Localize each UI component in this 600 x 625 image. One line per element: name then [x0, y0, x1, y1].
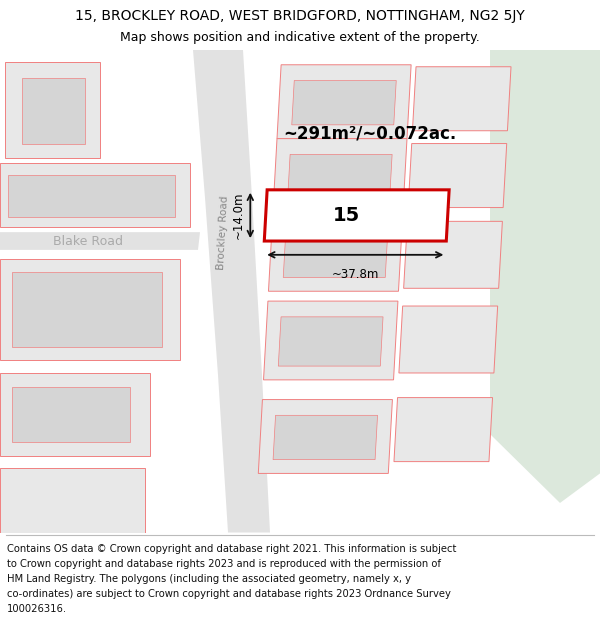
- Polygon shape: [412, 67, 511, 131]
- Text: Map shows position and indicative extent of the property.: Map shows position and indicative extent…: [120, 31, 480, 44]
- Text: co-ordinates) are subject to Crown copyright and database rights 2023 Ordnance S: co-ordinates) are subject to Crown copyr…: [7, 589, 451, 599]
- Polygon shape: [404, 221, 502, 288]
- Polygon shape: [273, 139, 407, 208]
- Polygon shape: [490, 50, 600, 503]
- Polygon shape: [277, 65, 411, 139]
- Polygon shape: [5, 62, 100, 158]
- Polygon shape: [0, 232, 200, 250]
- Text: Blake Road: Blake Road: [53, 234, 123, 248]
- Text: to Crown copyright and database rights 2023 and is reproduced with the permissio: to Crown copyright and database rights 2…: [7, 559, 441, 569]
- Polygon shape: [8, 175, 175, 218]
- Polygon shape: [263, 301, 398, 380]
- Polygon shape: [193, 50, 270, 532]
- Polygon shape: [268, 217, 403, 291]
- Polygon shape: [288, 154, 392, 194]
- Polygon shape: [408, 144, 507, 208]
- Text: HM Land Registry. The polygons (including the associated geometry, namely x, y: HM Land Registry. The polygons (includin…: [7, 574, 411, 584]
- Text: ~291m²/~0.072ac.: ~291m²/~0.072ac.: [283, 125, 457, 142]
- Polygon shape: [12, 271, 162, 348]
- Polygon shape: [273, 416, 377, 459]
- Polygon shape: [12, 387, 130, 442]
- Polygon shape: [0, 373, 150, 456]
- Polygon shape: [264, 190, 449, 241]
- Polygon shape: [0, 469, 145, 532]
- Polygon shape: [22, 78, 85, 144]
- Polygon shape: [259, 399, 392, 473]
- Text: Contains OS data © Crown copyright and database right 2021. This information is : Contains OS data © Crown copyright and d…: [7, 544, 457, 554]
- Polygon shape: [0, 259, 180, 360]
- Text: ~14.0m: ~14.0m: [231, 192, 244, 239]
- Polygon shape: [292, 81, 396, 125]
- Text: Brockley Road: Brockley Road: [216, 195, 230, 269]
- Polygon shape: [278, 317, 383, 366]
- Polygon shape: [0, 163, 190, 228]
- Text: 15: 15: [333, 206, 361, 225]
- Polygon shape: [283, 233, 388, 278]
- Polygon shape: [399, 306, 497, 373]
- Text: 100026316.: 100026316.: [7, 604, 67, 614]
- Polygon shape: [394, 398, 493, 462]
- Text: 15, BROCKLEY ROAD, WEST BRIDGFORD, NOTTINGHAM, NG2 5JY: 15, BROCKLEY ROAD, WEST BRIDGFORD, NOTTI…: [75, 9, 525, 23]
- Text: ~37.8m: ~37.8m: [332, 268, 379, 281]
